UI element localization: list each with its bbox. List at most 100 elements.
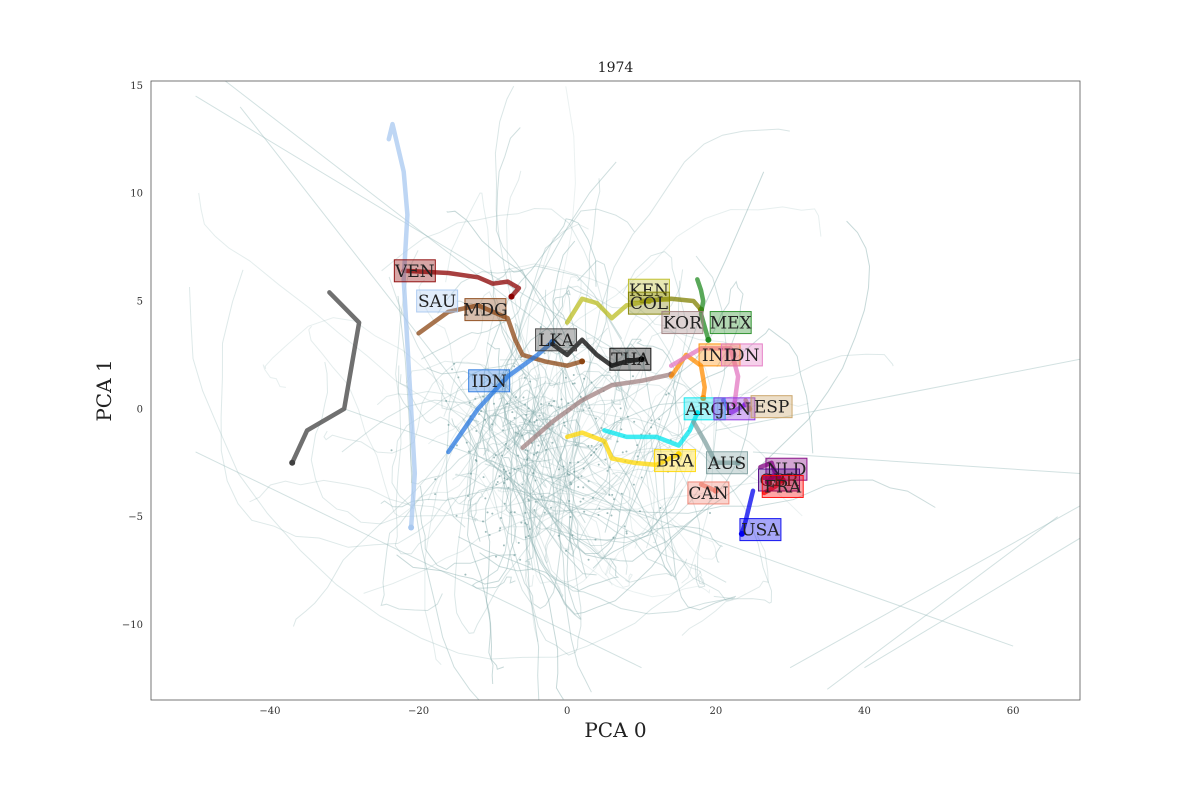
background-trajectory — [468, 414, 534, 571]
background-point — [579, 500, 582, 503]
background-point — [513, 365, 516, 368]
background-point — [513, 554, 516, 557]
country-label-text: IND — [702, 346, 737, 366]
background-point — [525, 523, 528, 526]
background-trajectory — [467, 403, 563, 523]
country-label-bra: BRA — [653, 449, 696, 473]
background-point — [482, 520, 485, 523]
trajectory-lka — [289, 290, 362, 466]
background-point — [524, 536, 527, 539]
background-point — [550, 404, 553, 407]
background-trajectory — [428, 206, 822, 445]
y-axis-label: PCA 1 — [92, 359, 116, 421]
background-point — [619, 417, 622, 420]
background-point — [468, 401, 471, 404]
background-trajectory — [579, 178, 601, 407]
background-trajectory — [514, 410, 707, 519]
background-trajectory — [545, 374, 628, 421]
country-label-esp: ESP — [750, 395, 793, 419]
background-point — [524, 522, 527, 525]
background-point — [493, 456, 496, 459]
trajectory-usa — [739, 488, 756, 537]
country-label-box — [683, 397, 726, 421]
background-trajectory — [418, 279, 509, 499]
background-point — [524, 449, 527, 452]
background-trajectory — [198, 192, 703, 577]
background-point — [500, 454, 503, 457]
background-point — [667, 392, 670, 395]
background-point — [517, 541, 520, 544]
background-point — [475, 429, 478, 432]
background-trajectory — [443, 291, 517, 543]
background-streak — [827, 516, 1059, 690]
background-point — [582, 409, 585, 412]
background-point — [451, 368, 454, 371]
background-point — [557, 406, 560, 409]
background-point — [517, 467, 520, 470]
background-trajectory — [189, 286, 702, 660]
background-trajectory — [609, 220, 871, 562]
country-label-text: USA — [741, 521, 780, 541]
background-point — [597, 514, 600, 517]
background-point — [514, 431, 517, 434]
background-point — [551, 441, 554, 444]
trajectory-end-mex — [705, 336, 712, 343]
background-trajectory — [681, 535, 769, 636]
background-point — [590, 381, 593, 384]
background-trajectory — [553, 280, 681, 434]
background-point — [597, 463, 600, 466]
background-point — [455, 514, 458, 517]
trajectory-sau — [386, 121, 418, 530]
background-point — [606, 469, 609, 472]
background-trajectory — [503, 456, 564, 700]
background-trajectory — [499, 479, 787, 529]
country-label-box — [698, 343, 741, 367]
background-point — [577, 461, 580, 464]
country-label-text: ESP — [754, 398, 790, 418]
background-point — [474, 397, 477, 400]
background-point — [513, 416, 516, 419]
background-trajectory — [531, 380, 563, 535]
country-label-ind: IND — [698, 343, 741, 367]
background-trajectory — [519, 417, 773, 604]
country-label-gbr: GBR — [758, 468, 801, 492]
background-point — [498, 475, 501, 478]
background-point — [550, 506, 553, 509]
background-point — [587, 558, 590, 561]
y-tick-label: −5 — [128, 512, 143, 523]
country-label-can: CAN — [687, 481, 730, 505]
background-point — [564, 376, 567, 379]
country-label-text: MEX — [710, 314, 753, 334]
background-point — [528, 527, 531, 530]
country-label-text: FRA — [764, 477, 802, 497]
background-point — [513, 511, 516, 514]
background-trajectory — [469, 337, 680, 512]
background-trajectory — [397, 365, 441, 485]
background-streak — [195, 451, 642, 669]
background-trajectory — [484, 420, 512, 670]
country-label-sau: SAU — [416, 289, 459, 313]
background-point — [631, 375, 634, 378]
trajectory-bra — [564, 430, 681, 468]
background-trajectory — [621, 401, 710, 465]
background-point — [611, 493, 614, 496]
background-point — [516, 432, 519, 435]
background-point — [708, 511, 711, 514]
background-point — [511, 411, 514, 414]
background-point — [633, 420, 636, 423]
background-trajectory — [500, 392, 551, 446]
plot-frame — [150, 80, 1081, 701]
country-label-usa: USA — [739, 518, 782, 542]
background-point — [494, 454, 497, 457]
background-point — [625, 530, 628, 533]
background-point — [610, 514, 613, 517]
background-trajectory — [592, 327, 814, 569]
country-label-text: LKA — [538, 331, 574, 351]
background-point — [509, 511, 512, 514]
background-trajectory — [528, 330, 746, 515]
country-label-lka: LKA — [535, 328, 578, 352]
background-trajectory — [454, 371, 562, 634]
background-trajectory — [501, 382, 586, 524]
background-point — [583, 510, 586, 513]
country-label-fra: FRA — [761, 474, 804, 498]
